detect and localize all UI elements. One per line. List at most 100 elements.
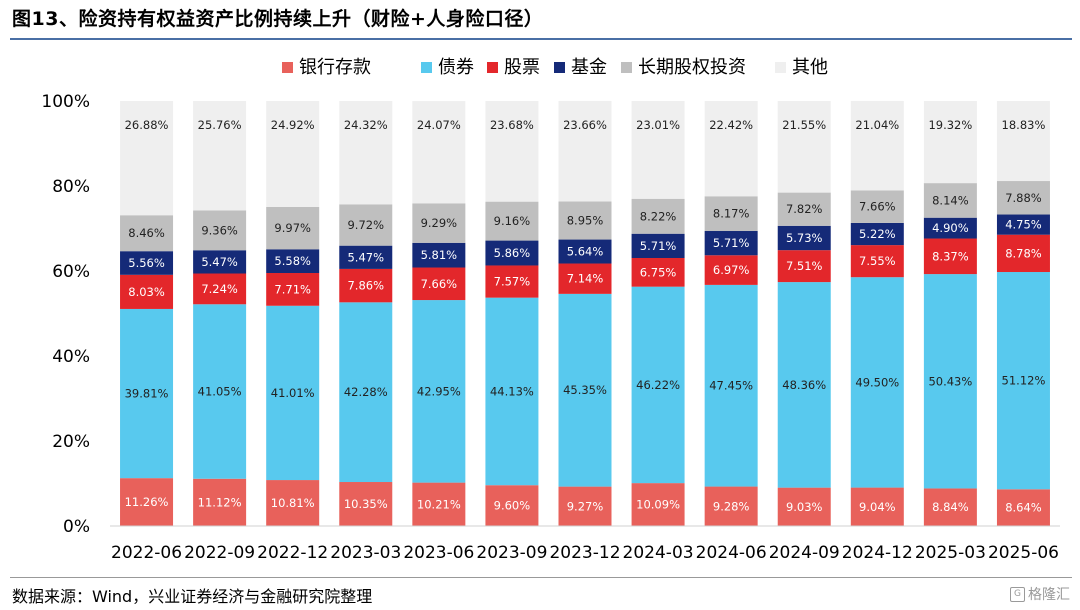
bar-segment — [777, 101, 831, 193]
bar-segment — [850, 100, 904, 191]
x-axis: 2022-06 2022-09 2022-12 2023-03 2023-06 2023-… — [110, 525, 1060, 563]
bar-segment — [850, 277, 904, 488]
bar-segment — [850, 245, 904, 278]
bar-value-label: 26.88% — [125, 118, 169, 132]
bar-value-label: 7.14% — [567, 272, 604, 286]
x-tick-label: 2022-06 — [111, 543, 182, 563]
bar-segment — [266, 272, 320, 306]
bar-segment — [704, 255, 758, 285]
bar-segment — [923, 183, 977, 218]
bar-segment — [339, 268, 393, 303]
watermark: G 格隆汇 — [1010, 584, 1070, 604]
bar-segment — [631, 233, 685, 258]
bar-value-label: 19.32% — [928, 118, 972, 132]
bar-value-label: 47.45% — [709, 379, 753, 393]
bar-value-label: 42.95% — [417, 384, 461, 398]
bar-segment — [485, 240, 539, 266]
bar-segment — [412, 203, 466, 243]
bar-value-label: 6.97% — [713, 263, 750, 277]
bar-value-label: 7.86% — [347, 279, 384, 293]
bar-segment — [558, 100, 612, 202]
bar-value-label: 7.71% — [274, 282, 311, 296]
bar-value-label: 6.75% — [640, 265, 677, 279]
legend-swatch-5 — [775, 62, 786, 73]
y-axis: 0% 20% 40% 60% 80% 100% — [41, 92, 90, 537]
y-tick-label: 40% — [52, 347, 90, 367]
bar-segment — [558, 201, 612, 240]
bar-stacks: 11.26% 39.81% 8.03% 5.56% 8.46% 26.88% 11.12% 4… — [120, 100, 1050, 526]
bar-segment — [412, 242, 466, 268]
bar-segment — [704, 486, 758, 526]
bar-value-label: 5.73% — [786, 231, 823, 245]
bar-segment — [777, 487, 831, 526]
watermark-logo-icon: G — [1010, 586, 1025, 602]
bar-segment — [339, 245, 393, 269]
bar-segment — [120, 274, 174, 309]
bar-segment — [266, 101, 320, 207]
bar-segment — [996, 272, 1050, 490]
bar-segment — [923, 488, 977, 526]
y-tick-label: 80% — [52, 177, 90, 197]
x-tick-label: 2022-09 — [184, 543, 255, 563]
bar-value-label: 9.28% — [713, 499, 750, 513]
bar-value-label: 8.46% — [128, 226, 165, 240]
bar-segment — [266, 305, 320, 481]
bar-segment — [339, 302, 393, 483]
bar-segment — [923, 101, 977, 184]
bar-value-label: 7.51% — [786, 259, 823, 273]
bar-segment — [485, 297, 539, 486]
bar-segment — [850, 222, 904, 246]
legend-label-3: 基金 — [571, 57, 607, 78]
x-tick-label: 2024-06 — [696, 543, 767, 563]
bar-value-label: 5.86% — [494, 246, 531, 260]
bar-segment — [631, 257, 685, 287]
stacked-bar-chart: 银行存款 债券 股票 基金 长期股权投资 其他 0% 20% 40% 60% 80% 100% 11… — [41, 57, 1060, 563]
bar-segment — [558, 239, 612, 264]
bar-value-label: 9.36% — [201, 223, 238, 237]
bar-value-label: 5.64% — [567, 245, 604, 259]
bar-value-label: 8.95% — [567, 214, 604, 228]
bar-value-label: 23.66% — [563, 118, 607, 132]
bar-value-label: 24.32% — [344, 118, 388, 132]
bar-value-label: 5.22% — [859, 227, 896, 241]
bar-value-label: 22.42% — [709, 118, 753, 132]
bar-value-label: 42.28% — [344, 385, 388, 399]
bar-segment — [339, 204, 393, 246]
bar-value-label: 9.72% — [347, 218, 384, 232]
bar-segment — [777, 250, 831, 283]
bar-value-label: 10.09% — [636, 498, 680, 512]
x-tick-label: 2023-09 — [476, 543, 547, 563]
bar-value-label: 8.37% — [932, 249, 969, 263]
bar-value-label: 5.71% — [640, 239, 677, 253]
title-divider — [10, 38, 1072, 40]
bar-segment — [777, 282, 831, 488]
bar-value-label: 41.05% — [198, 385, 242, 399]
bar-value-label: 8.64% — [1005, 501, 1042, 515]
bar-segment — [120, 478, 174, 526]
bar-segment — [996, 234, 1050, 273]
bar-value-label: 48.36% — [782, 378, 826, 392]
bar-segment — [850, 190, 904, 223]
bar-segment — [120, 251, 174, 275]
x-tick-label: 2025-03 — [915, 543, 986, 563]
bar-value-label: 11.26% — [125, 495, 169, 509]
bar-value-label: 5.47% — [347, 250, 384, 264]
bar-segment — [558, 263, 612, 294]
bar-value-label: 7.57% — [494, 275, 531, 289]
bar-value-label: 21.04% — [855, 118, 899, 132]
legend-swatch-1 — [421, 62, 432, 73]
legend-swatch-4 — [621, 62, 632, 73]
bar-value-label: 24.07% — [417, 118, 461, 132]
legend-swatch-3 — [554, 62, 565, 73]
legend-label-0: 银行存款 — [299, 57, 371, 78]
bar-segment — [923, 274, 977, 489]
bar-segment — [485, 101, 539, 202]
bar-value-label: 44.13% — [490, 384, 534, 398]
bar-value-label: 24.92% — [271, 118, 315, 132]
bar-value-label: 18.83% — [1002, 118, 1046, 132]
bar-segment — [631, 198, 685, 234]
bar-value-label: 9.27% — [567, 499, 604, 513]
bar-segment — [777, 192, 831, 226]
bar-value-label: 41.01% — [271, 386, 315, 400]
bar-segment — [923, 238, 977, 275]
